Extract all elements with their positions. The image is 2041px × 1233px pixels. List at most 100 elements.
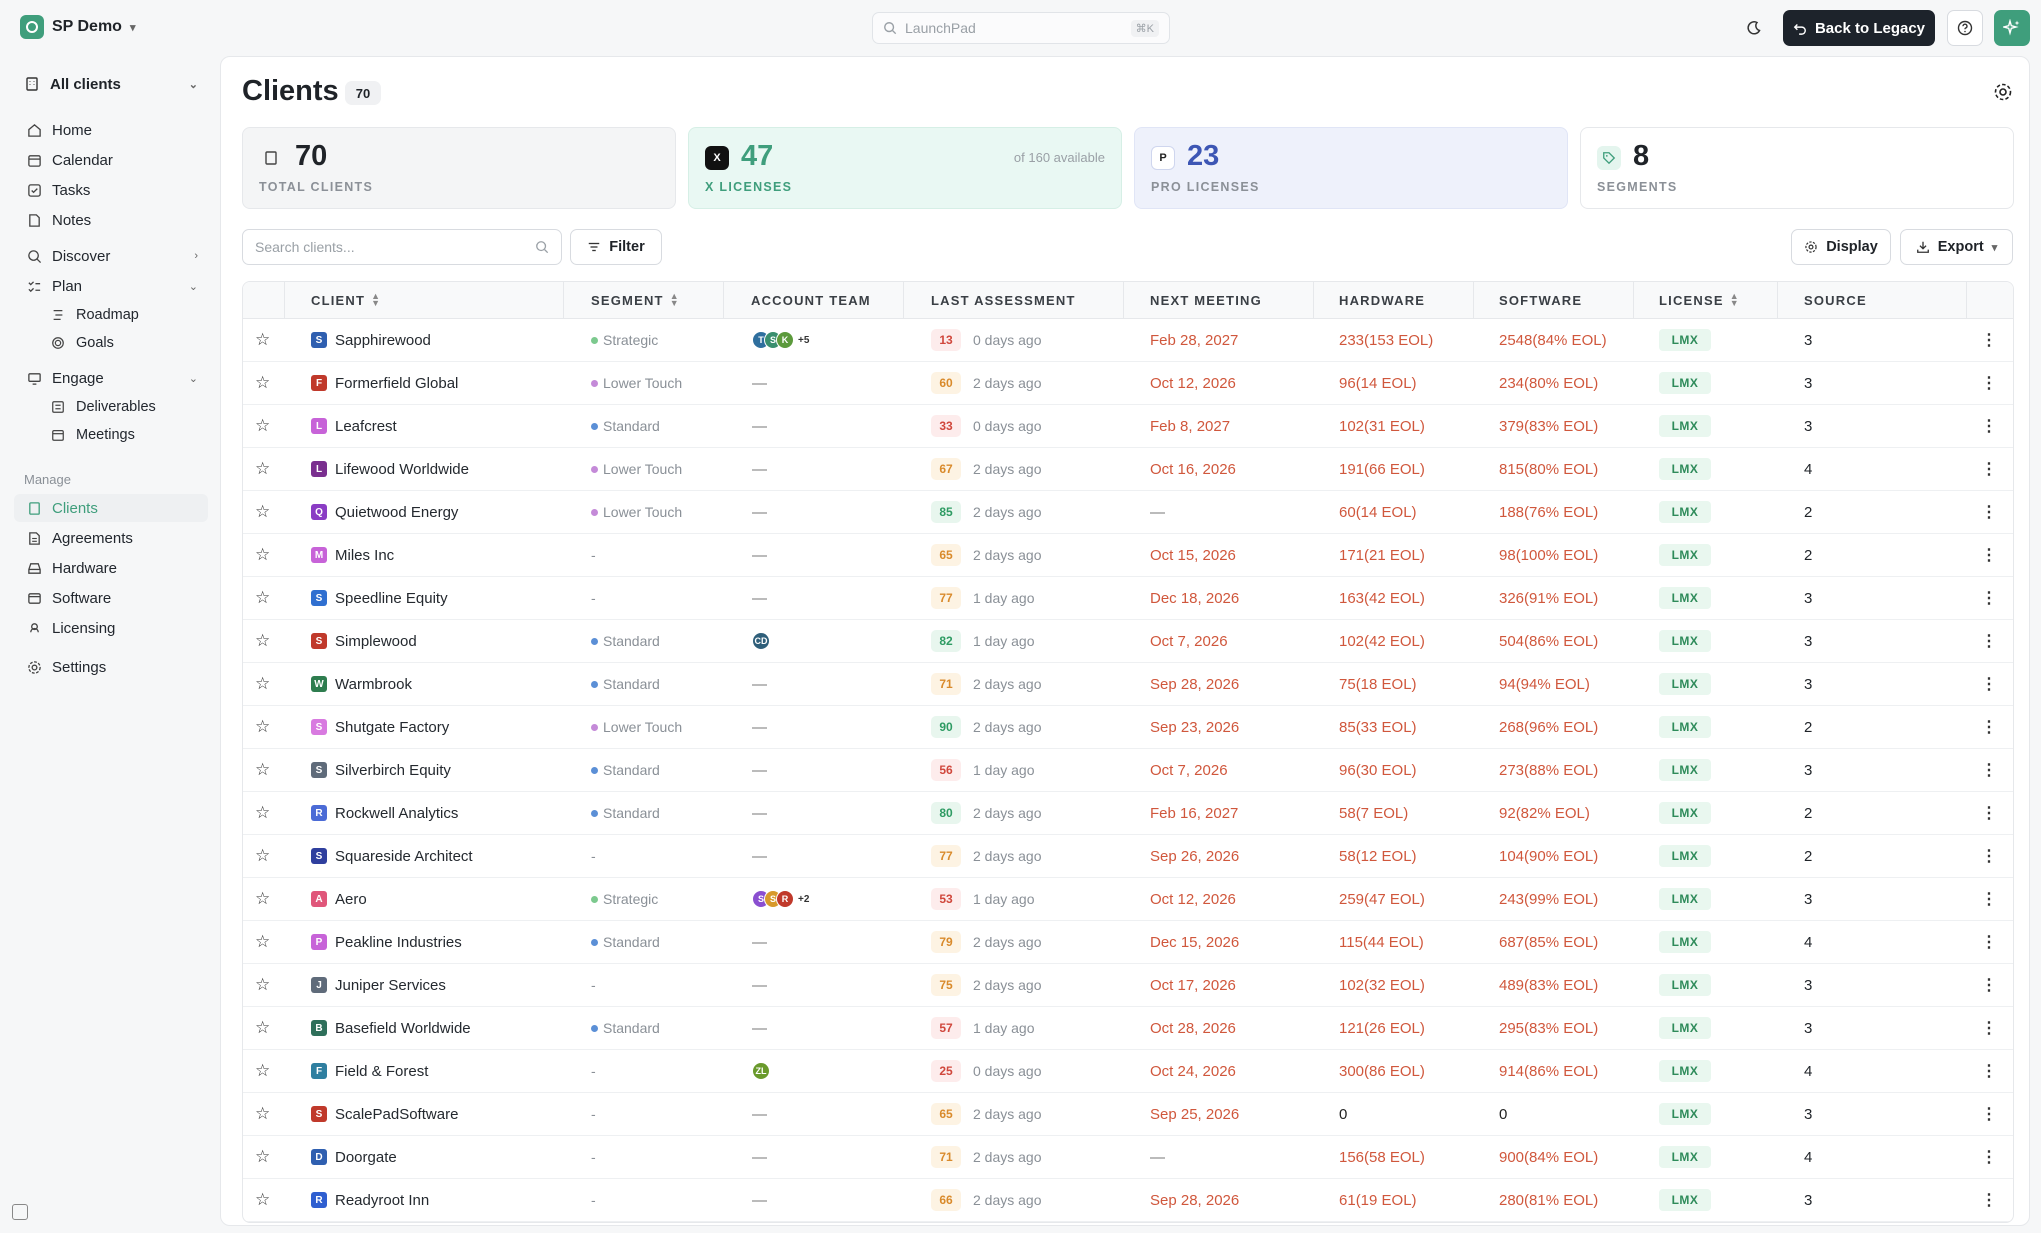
client-cell[interactable]: A Aero	[311, 878, 367, 920]
sidebar-item-hardware[interactable]: Hardware	[14, 554, 208, 582]
column-segment[interactable]: SEGMENT ▲ ▼	[591, 282, 680, 318]
table-row[interactable]: ☆ B Basefield Worldwide Standard — 57 1 day ag…	[243, 1007, 2013, 1050]
client-cell[interactable]: R Readyroot Inn	[311, 1179, 429, 1221]
client-cell[interactable]: Q Quietwood Energy	[311, 491, 458, 533]
client-name[interactable]: Sapphirewood	[335, 331, 431, 349]
sidebar-item-home[interactable]: Home	[14, 116, 208, 144]
table-row[interactable]: ☆ A Aero Strategic S S R +2 53 1 day ago Oct 12, 2…	[243, 878, 2013, 921]
help-button[interactable]	[1947, 10, 1983, 46]
row-menu-icon[interactable]: ⋮	[1981, 1106, 1997, 1123]
client-cell[interactable]: S Sapphirewood	[311, 319, 431, 361]
star-icon[interactable]: ☆	[255, 1061, 271, 1080]
star-icon[interactable]: ☆	[255, 932, 271, 951]
star-icon[interactable]: ☆	[255, 502, 271, 521]
row-menu-icon[interactable]: ⋮	[1981, 1020, 1997, 1037]
sidebar-item-agreements[interactable]: Agreements	[14, 524, 208, 552]
dark-mode-toggle[interactable]	[1742, 16, 1766, 40]
ai-assistant-button[interactable]	[1994, 10, 2030, 46]
team-avatar[interactable]: K	[776, 331, 794, 349]
sidebar-item-meetings[interactable]: Meetings	[38, 421, 208, 449]
client-name[interactable]: Doorgate	[335, 1148, 397, 1166]
display-button[interactable]: Display	[1791, 229, 1891, 265]
table-row[interactable]: ☆ S Simplewood Standard CD 82 1 day ago Oct 7, …	[243, 620, 2013, 663]
client-cell[interactable]: L Leafcrest	[311, 405, 397, 447]
star-icon[interactable]: ☆	[255, 846, 271, 865]
client-name[interactable]: Speedline Equity	[335, 589, 448, 607]
client-name[interactable]: Shutgate Factory	[335, 718, 450, 736]
row-menu-icon[interactable]: ⋮	[1981, 1063, 1997, 1080]
row-menu-icon[interactable]: ⋮	[1981, 891, 1997, 908]
table-row[interactable]: ☆ S Silverbirch Equity Standard — 56 1 day ago…	[243, 749, 2013, 792]
row-menu-icon[interactable]: ⋮	[1981, 1192, 1997, 1209]
client-name[interactable]: Basefield Worldwide	[335, 1019, 471, 1037]
column-license[interactable]: LICENSE ▲ ▼	[1659, 282, 1740, 318]
client-name[interactable]: Silverbirch Equity	[335, 761, 451, 779]
sidebar-item-goals[interactable]: Goals	[38, 329, 208, 357]
star-icon[interactable]: ☆	[255, 975, 271, 994]
client-cell[interactable]: W Warmbrook	[311, 663, 412, 705]
sidebar-item-licensing[interactable]: Licensing	[14, 614, 208, 642]
table-row[interactable]: ☆ S ScalePadSoftware - — 65 2 days ago Sep 25, …	[243, 1093, 2013, 1136]
table-row[interactable]: ☆ F Formerfield Global Lower Touch — 60 2 days…	[243, 362, 2013, 405]
team-avatar[interactable]: R	[776, 890, 794, 908]
row-menu-icon[interactable]: ⋮	[1981, 332, 1997, 349]
client-name[interactable]: Field & Forest	[335, 1062, 429, 1080]
row-menu-icon[interactable]: ⋮	[1981, 719, 1997, 736]
client-name[interactable]: Simplewood	[335, 632, 417, 650]
filter-button[interactable]: Filter	[570, 229, 662, 265]
team-avatar[interactable]: CD	[752, 632, 770, 650]
row-menu-icon[interactable]: ⋮	[1981, 805, 1997, 822]
star-icon[interactable]: ☆	[255, 545, 271, 564]
star-icon[interactable]: ☆	[255, 459, 271, 478]
row-menu-icon[interactable]: ⋮	[1981, 418, 1997, 435]
star-icon[interactable]: ☆	[255, 588, 271, 607]
row-menu-icon[interactable]: ⋮	[1981, 375, 1997, 392]
row-menu-icon[interactable]: ⋮	[1981, 934, 1997, 951]
row-menu-icon[interactable]: ⋮	[1981, 504, 1997, 521]
star-icon[interactable]: ☆	[255, 1104, 271, 1123]
client-name[interactable]: Miles Inc	[335, 546, 395, 564]
gear-icon[interactable]	[1992, 81, 2014, 103]
star-icon[interactable]: ☆	[255, 889, 271, 908]
client-cell[interactable]: S Speedline Equity	[311, 577, 448, 619]
org-switcher[interactable]: SP Demo ▾	[20, 15, 135, 39]
back-to-legacy-button[interactable]: Back to Legacy	[1783, 10, 1935, 46]
star-icon[interactable]: ☆	[255, 330, 271, 349]
sidebar-item-notes[interactable]: Notes	[14, 206, 208, 234]
client-cell[interactable]: S Squareside Architect	[311, 835, 473, 877]
row-menu-icon[interactable]: ⋮	[1981, 590, 1997, 607]
row-menu-icon[interactable]: ⋮	[1981, 762, 1997, 779]
table-row[interactable]: ☆ S Squareside Architect - — 77 2 days ago Sep …	[243, 835, 2013, 878]
table-row[interactable]: ☆ F Field & Forest - ZL 25 0 days ago Oct 24, 2…	[243, 1050, 2013, 1093]
client-name[interactable]: Rockwell Analytics	[335, 804, 459, 822]
table-row[interactable]: ☆ R Rockwell Analytics Standard — 80 2 days ag…	[243, 792, 2013, 835]
client-cell[interactable]: S Simplewood	[311, 620, 417, 662]
table-row[interactable]: ☆ J Juniper Services - — 75 2 days ago Oct 17, …	[243, 964, 2013, 1007]
client-cell[interactable]: S Shutgate Factory	[311, 706, 449, 748]
team-avatar[interactable]: ZL	[752, 1062, 770, 1080]
table-row[interactable]: ☆ R Readyroot Inn - — 66 2 days ago Sep 28, 202…	[243, 1179, 2013, 1222]
client-name[interactable]: Squareside Architect	[335, 847, 473, 865]
star-icon[interactable]: ☆	[255, 1190, 271, 1209]
client-cell[interactable]: P Peakline Industries	[311, 921, 462, 963]
star-icon[interactable]: ☆	[255, 631, 271, 650]
star-icon[interactable]: ☆	[255, 717, 271, 736]
row-menu-icon[interactable]: ⋮	[1981, 1149, 1997, 1166]
launchpad-search[interactable]: LaunchPad ⌘K	[872, 12, 1170, 44]
client-cell[interactable]: J Juniper Services	[311, 964, 446, 1006]
sidebar-item-plan[interactable]: Plan ⌄	[14, 272, 208, 300]
client-cell[interactable]: D Doorgate	[311, 1136, 397, 1178]
table-row[interactable]: ☆ S Shutgate Factory Lower Touch — 90 2 days a…	[243, 706, 2013, 749]
row-menu-icon[interactable]: ⋮	[1981, 848, 1997, 865]
client-name[interactable]: Juniper Services	[335, 976, 446, 994]
client-cell[interactable]: M Miles Inc	[311, 534, 394, 576]
sidebar-item-calendar[interactable]: Calendar	[14, 146, 208, 174]
client-name[interactable]: Formerfield Global	[335, 374, 459, 392]
client-name[interactable]: Leafcrest	[335, 417, 397, 435]
search-clients-input[interactable]: Search clients...	[242, 229, 562, 265]
client-cell[interactable]: S Silverbirch Equity	[311, 749, 451, 791]
sidebar-item-roadmap[interactable]: Roadmap	[38, 301, 208, 329]
star-icon[interactable]: ☆	[255, 416, 271, 435]
table-row[interactable]: ☆ P Peakline Industries Standard — 79 2 days a…	[243, 921, 2013, 964]
client-name[interactable]: Lifewood Worldwide	[335, 460, 469, 478]
